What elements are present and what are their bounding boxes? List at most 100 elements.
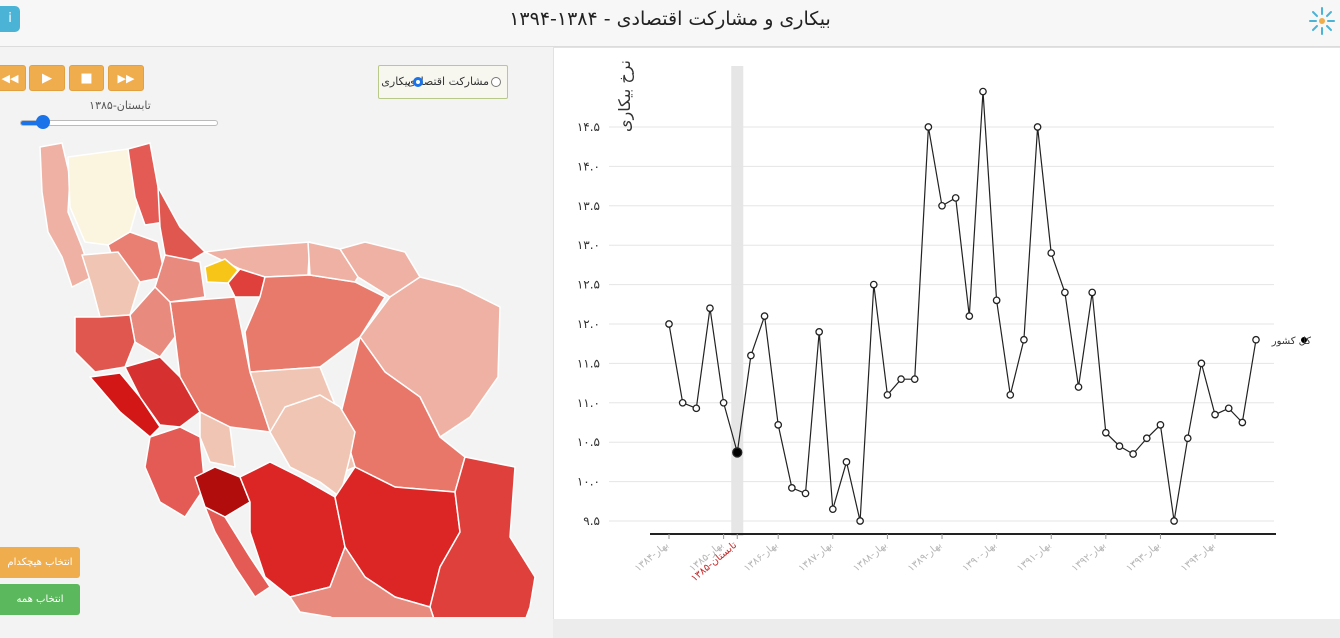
x-tick-label: بهار-۱۳۹۴ (1179, 540, 1217, 574)
data-point (665, 320, 673, 328)
province-ilam[interactable] (89, 372, 161, 438)
y-tick-label: ۱۲.۵ (577, 278, 600, 292)
select-all-label: انتخاب همه (16, 594, 64, 605)
y-axis-label: نرخ بیکاری (615, 60, 635, 132)
iran-map (39, 142, 536, 617)
data-point (856, 517, 864, 525)
x-tick-label: بهار-۱۳۹۰ (961, 540, 999, 574)
chart-gridlines (609, 66, 1274, 536)
x-tick-label: بهار-۱۳۸۶ (742, 540, 780, 574)
data-point (828, 505, 837, 514)
x-tick-label: بهار-۱۳۸۴ (633, 540, 671, 574)
data-point (692, 404, 701, 413)
page-title: بیکاری و مشارکت اقتصادی - ۱۳۸۴-۱۳۹۴ (509, 8, 831, 30)
province-lorestan[interactable] (124, 356, 201, 428)
radio-unemployment[interactable]: بیکاری (381, 75, 423, 88)
data-point (1197, 359, 1206, 368)
data-point (1074, 383, 1083, 391)
data-point (760, 312, 769, 320)
data-point (1088, 288, 1097, 297)
data-point (1101, 428, 1110, 437)
province-khuzestan[interactable] (144, 426, 206, 518)
province-hormozgan[interactable] (289, 546, 440, 617)
province-sistan-baluchestan[interactable] (429, 456, 536, 617)
radio-unemployment-circle[interactable] (413, 76, 423, 87)
y-tick-label: ۱۱.۵ (577, 356, 600, 370)
data-point (951, 194, 960, 202)
data-point (910, 375, 919, 384)
unemployment-line-chart: ۹.۵ ۱۰.۰ ۱۰.۵ ۱۱.۰ ۱۱.۵ ۱۲.۰ ۱۲.۵ ۱۳.۰ ۱۳.۵ ۱۴.۰ ۱… (577, 60, 1311, 584)
x-tick-label: بهار-۱۳۹۳ (1124, 540, 1162, 574)
data-point (1047, 249, 1056, 257)
indicator-radio-group: مشارکت اقتصادی بیکاری (378, 65, 508, 99)
series-line (668, 91, 1257, 522)
data-point (897, 375, 905, 384)
y-tick-label: ۱۴.۵ (577, 120, 600, 134)
info-icon: i (8, 11, 12, 26)
data-point (678, 398, 687, 407)
y-tick-label: ۱۰.۰ (577, 475, 600, 489)
legend-marker (1301, 337, 1307, 343)
forward-icon: ▶▶ (117, 72, 135, 85)
data-point (1033, 123, 1042, 131)
data-point (706, 304, 714, 313)
map-panel: ◀◀ ▶ ■ ▶▶ تابستان-۱۳۸۵ مشارکت اقتصادی بی… (0, 47, 550, 638)
province-qazvin[interactable] (154, 254, 206, 303)
y-tick-label: ۱۱.۰ (577, 396, 600, 410)
play-button[interactable]: ▶ (29, 65, 65, 91)
data-point (1252, 335, 1260, 344)
province-chaharmahal[interactable] (199, 411, 236, 468)
chart-panel: ۹.۵ ۱۰.۰ ۱۰.۵ ۱۱.۰ ۱۱.۵ ۱۲.۰ ۱۲.۵ ۱۳.۰ ۱۳.۵ ۱۴.۰ ۱… (553, 47, 1340, 620)
y-tick-label: ۱۲.۰ (577, 317, 600, 331)
play-icon: ▶ (42, 71, 52, 86)
province-semnan[interactable] (244, 274, 386, 373)
legend: کل کشور (1271, 336, 1311, 347)
series-national (665, 87, 1260, 525)
data-point (965, 312, 974, 320)
data-point (842, 458, 851, 466)
slider-handle[interactable] (35, 115, 50, 129)
y-tick-label: ۱۴.۰ (577, 159, 600, 173)
data-point (979, 87, 987, 96)
y-axis-ticks: ۹.۵ ۱۰.۰ ۱۰.۵ ۱۱.۰ ۱۱.۵ ۱۲.۰ ۱۲.۵ ۱۳.۰ ۱۳.۵ ۱۴.۰ ۱… (577, 120, 600, 528)
stop-button[interactable]: ■ (69, 65, 104, 91)
radio-participation[interactable]: مشارکت اقتصادی (407, 75, 501, 88)
data-point-highlighted (732, 447, 743, 458)
slider-fill (21, 121, 43, 125)
province-golestan[interactable] (307, 241, 359, 283)
data-point (788, 484, 796, 492)
data-point (1061, 288, 1069, 297)
province-kermanshah[interactable] (74, 314, 136, 373)
info-button[interactable]: i (0, 6, 20, 32)
select-all-button[interactable]: انتخاب همه (0, 584, 80, 615)
x-tick-label: بهار-۱۳۸۹ (906, 540, 944, 574)
data-point (1183, 434, 1192, 443)
data-point (924, 123, 933, 131)
select-none-button[interactable]: انتخاب هیچکدام (0, 547, 80, 578)
data-point (938, 201, 946, 210)
forward-button[interactable]: ▶▶ (108, 65, 144, 91)
province-kohgiluyeh[interactable] (194, 466, 251, 518)
rewind-icon: ◀◀ (1, 72, 19, 85)
x-tick-label: بهار-۱۳۹۱ (1015, 540, 1053, 574)
select-none-label: انتخاب هیچکدام (7, 557, 73, 568)
stop-icon: ■ (80, 71, 93, 86)
radio-participation-circle[interactable] (491, 76, 501, 87)
data-point (1211, 410, 1219, 419)
data-point (774, 421, 783, 429)
app-header: i بیکاری و مشارکت اقتصادی - ۱۳۸۴-۱۳۹۴ (0, 0, 1340, 47)
data-point (883, 391, 892, 399)
highlight-band (731, 66, 744, 536)
legend-label: کل کشور (1271, 336, 1311, 347)
season-slider[interactable] (20, 115, 218, 129)
province-bushehr[interactable] (204, 506, 271, 598)
province-east-azarbaijan[interactable] (67, 148, 141, 246)
province-yazd[interactable] (269, 394, 356, 498)
data-point (1129, 450, 1137, 458)
rewind-button[interactable]: ◀◀ (0, 65, 26, 91)
y-tick-label: ۱۰.۵ (577, 435, 600, 449)
radio-unemployment-label: بیکاری (381, 75, 411, 88)
radio-participation-label: مشارکت اقتصادی (407, 75, 489, 88)
data-point (1115, 442, 1124, 450)
data-point (1224, 404, 1233, 413)
